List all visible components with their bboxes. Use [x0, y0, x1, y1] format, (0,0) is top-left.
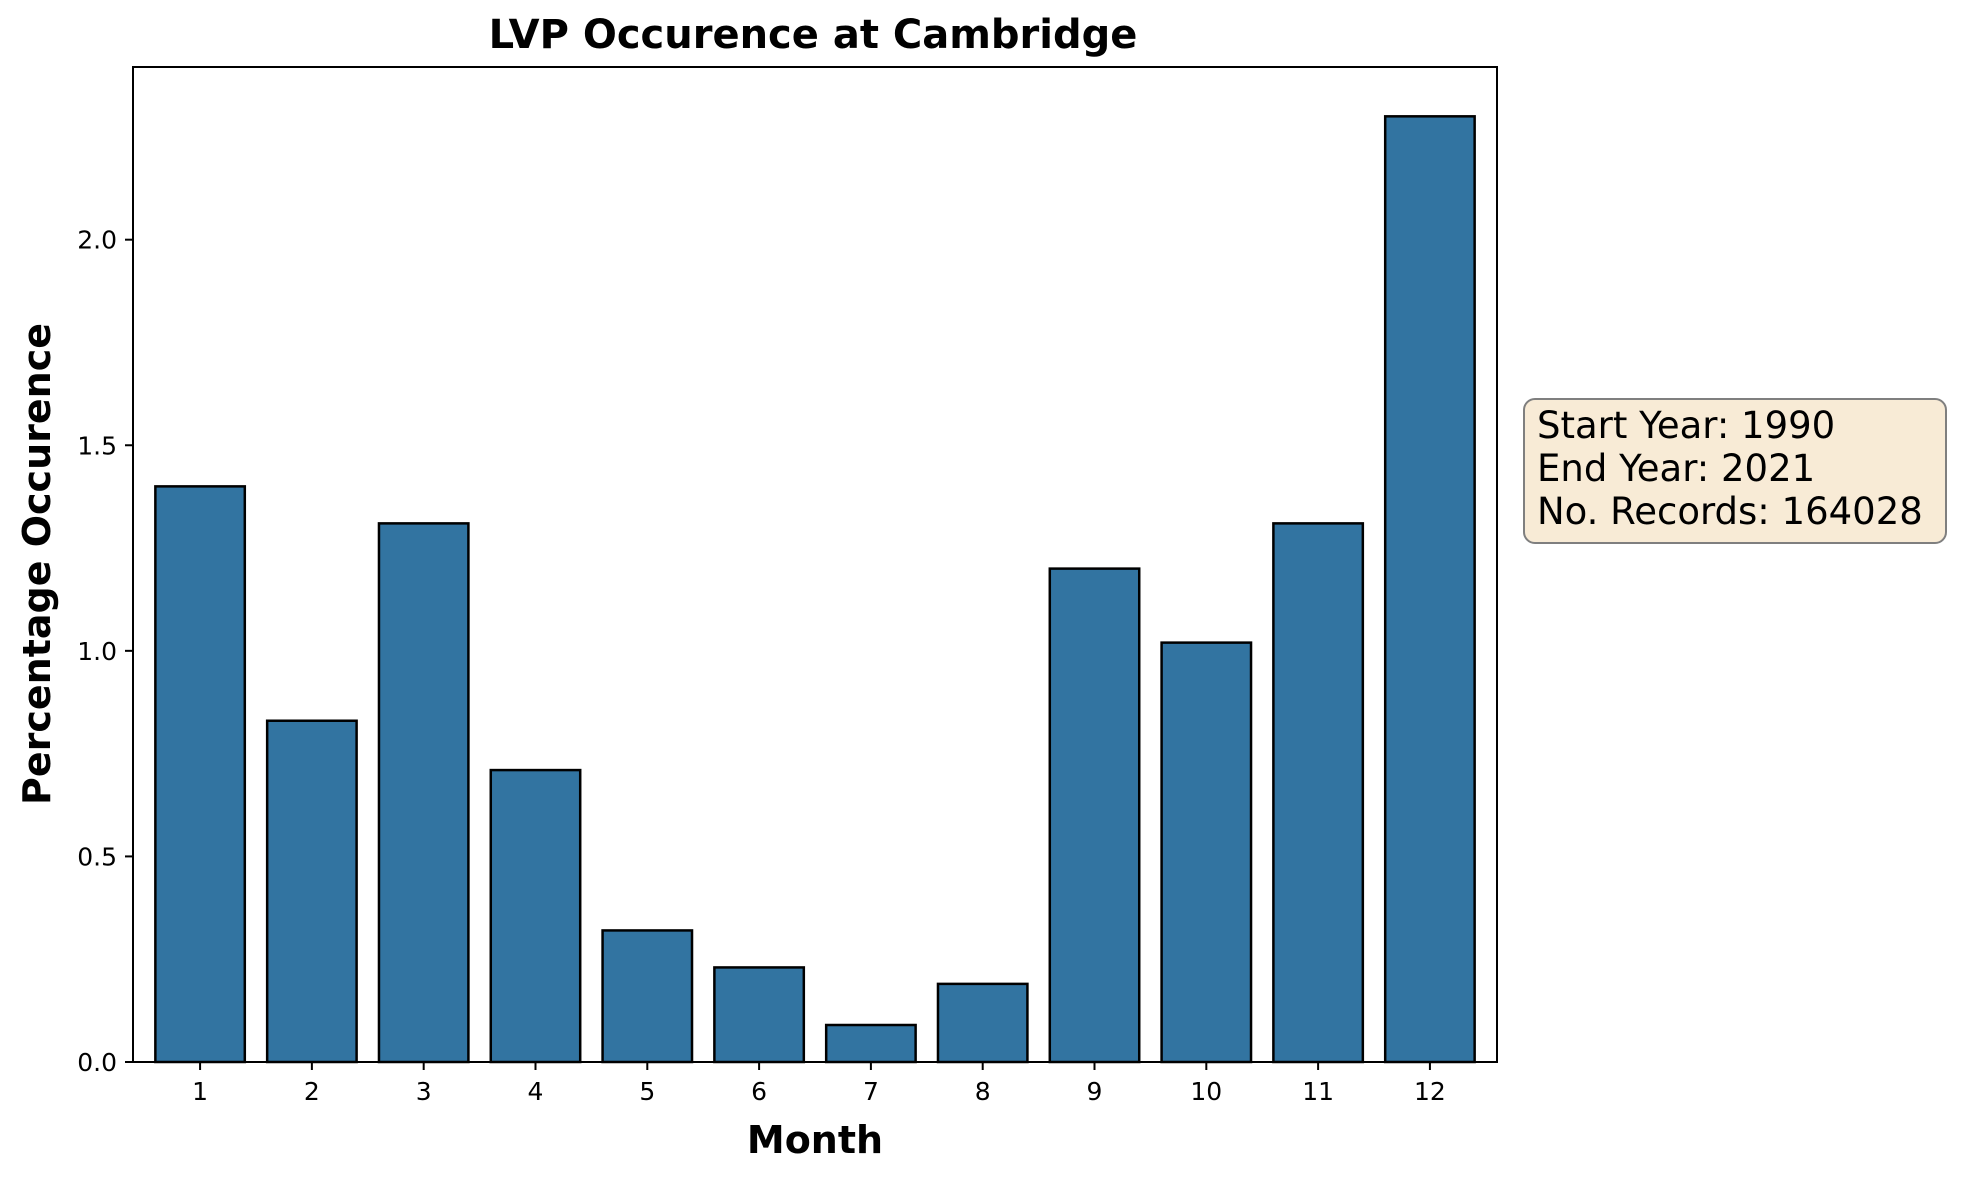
x-tick-label: 6 [751, 1077, 767, 1106]
record-info-box: Start Year: 1990 End Year: 2021 No. Reco… [1523, 398, 1947, 544]
x-tick-label: 5 [639, 1077, 655, 1106]
bar-month-2 [265, 719, 358, 1064]
bar-month-8 [936, 982, 1029, 1064]
y-tick-label: 1.5 [77, 431, 117, 460]
chart-title: LVP Occurence at Cambridge [489, 12, 1138, 58]
start-year-text: Start Year: 1990 [1537, 404, 1836, 447]
x-tick-label: 7 [863, 1077, 879, 1106]
bar-month-9 [1048, 567, 1141, 1064]
x-tick-label: 4 [528, 1077, 544, 1106]
x-tick-label: 8 [975, 1077, 991, 1106]
x-axis-label: Month [747, 1118, 883, 1162]
bar-month-11 [1272, 522, 1365, 1064]
bar-month-1 [154, 485, 247, 1064]
x-tick-label: 3 [416, 1077, 432, 1106]
bar-month-12 [1383, 115, 1476, 1064]
y-tick-label: 0.0 [77, 1048, 117, 1077]
bar-month-4 [489, 768, 582, 1064]
y-axis-label: Percentage Occurence [15, 323, 59, 805]
x-tick-label: 12 [1414, 1077, 1446, 1106]
x-axis-ticks: 1 2 3 4 5 6 7 8 9 10 11 12 [192, 1062, 1446, 1106]
x-tick-label: 11 [1302, 1077, 1334, 1106]
bar-month-6 [713, 966, 806, 1064]
y-tick-label: 1.0 [77, 637, 117, 666]
bar-month-3 [377, 522, 470, 1064]
x-tick-label: 1 [192, 1077, 208, 1106]
y-tick-label: 0.5 [77, 842, 117, 871]
bar-month-10 [1160, 641, 1253, 1064]
bars-group [154, 115, 1476, 1064]
end-year-text: End Year: 2021 [1537, 447, 1816, 490]
x-tick-label: 9 [1087, 1077, 1103, 1106]
bar-month-7 [824, 1023, 917, 1064]
records-count-text: No. Records: 164028 [1537, 490, 1923, 533]
x-tick-label: 2 [304, 1077, 320, 1106]
plot-area-frame [132, 66, 1498, 1063]
x-tick-label: 10 [1190, 1077, 1222, 1106]
y-tick-label: 2.0 [77, 226, 117, 255]
bar-month-5 [601, 929, 694, 1064]
y-axis-ticks: 0.0 0.5 1.0 1.5 2.0 [77, 226, 133, 1077]
